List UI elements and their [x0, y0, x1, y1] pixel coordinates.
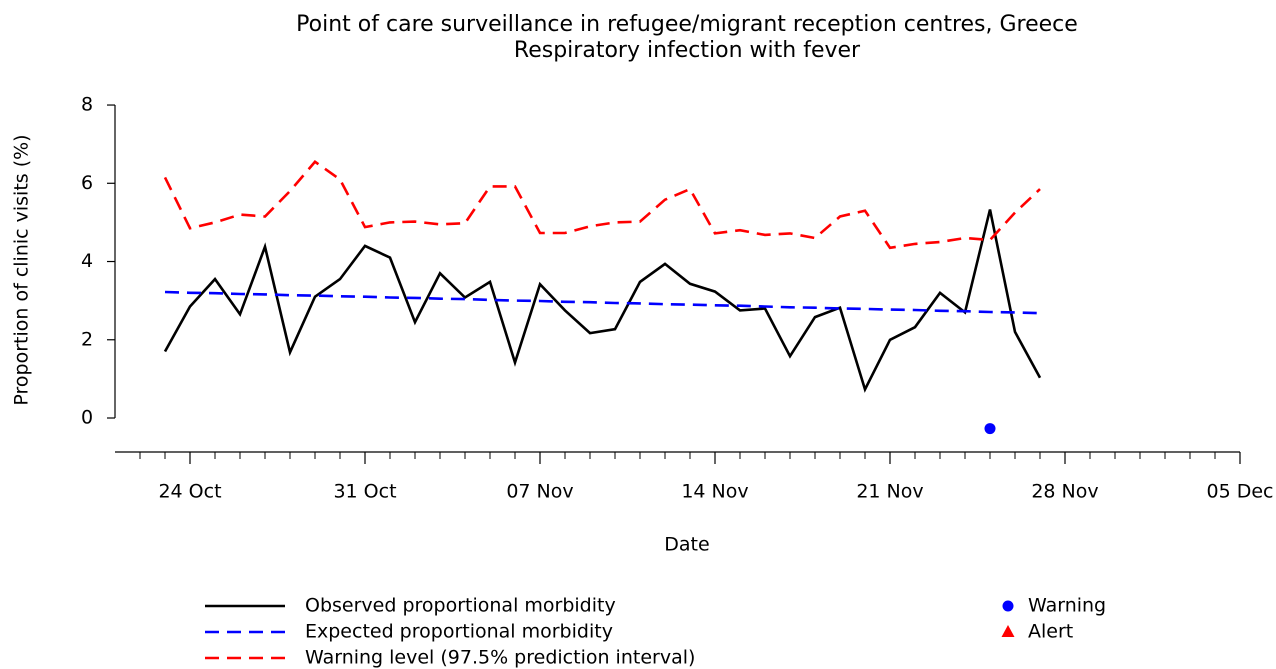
- x-tick-label: 05 Dec: [1207, 481, 1274, 503]
- legend-label: Alert: [1028, 621, 1073, 643]
- legend-label: Expected proportional morbidity: [305, 621, 613, 643]
- x-tick-label: 21 Nov: [856, 481, 923, 503]
- y-tick-label: 6: [81, 172, 93, 194]
- x-tick-label: 28 Nov: [1031, 481, 1098, 503]
- x-tick-label: 31 Oct: [333, 481, 396, 503]
- y-tick-label: 8: [81, 94, 93, 116]
- legend-label: Warning level (97.5% prediction interval…: [305, 647, 695, 669]
- x-tick-label: 14 Nov: [681, 481, 748, 503]
- x-tick-label: 24 Oct: [158, 481, 221, 503]
- alert-marker: [1001, 625, 1015, 637]
- legend-label: Warning: [1028, 595, 1106, 617]
- series-line: [163, 209, 1042, 393]
- chart-title: Point of care surveillance in refugee/mi…: [296, 12, 1078, 37]
- y-tick-label: 2: [81, 328, 93, 350]
- warning-marker: [1002, 600, 1014, 612]
- y-axis-label: Proportion of clinic visits (%): [11, 134, 33, 405]
- y-tick-label: 0: [81, 407, 93, 429]
- x-tick-label: 07 Nov: [506, 481, 573, 503]
- x-axis-label: Date: [664, 534, 709, 556]
- series-line: [164, 290, 1041, 315]
- y-tick-label: 4: [81, 250, 93, 272]
- chart-subtitle: Respiratory infection with fever: [514, 38, 861, 63]
- series-line: [163, 160, 1041, 250]
- legend-label: Observed proportional morbidity: [305, 595, 616, 617]
- warning-marker: [984, 423, 996, 435]
